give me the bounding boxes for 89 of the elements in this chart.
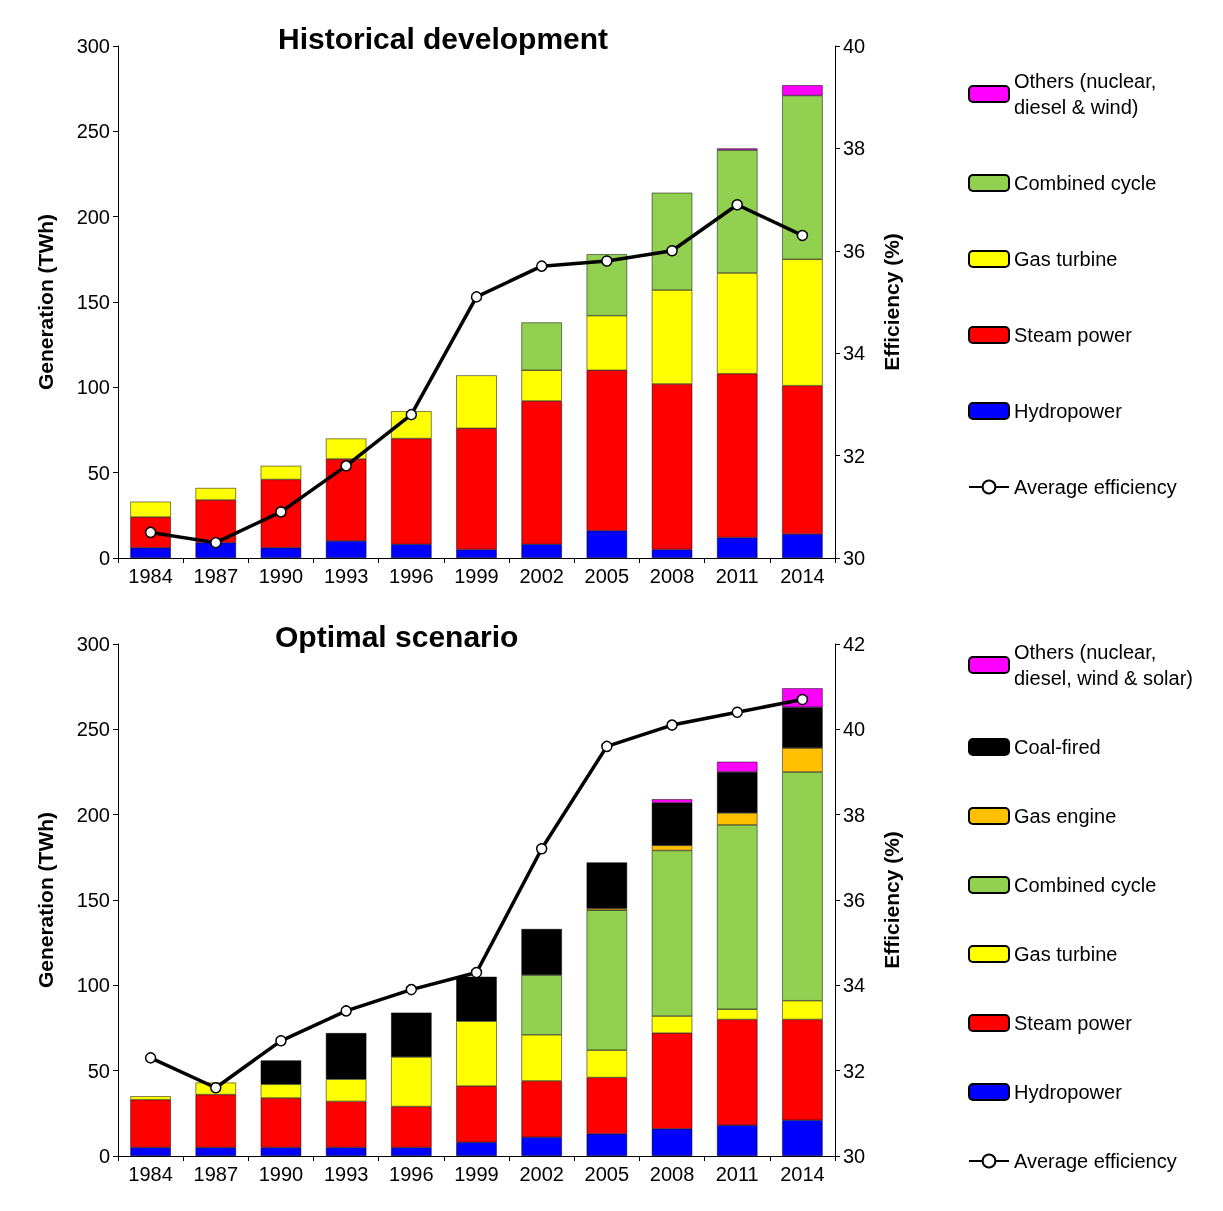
point xyxy=(731,198,743,211)
y-tick-label: 250 xyxy=(76,718,110,741)
y-tick-label: 100 xyxy=(76,376,110,399)
legend-label: Steam power xyxy=(1014,324,1133,346)
x-tick-label: 2014 xyxy=(780,565,825,587)
y-tick-label: 250 xyxy=(76,120,110,143)
y-tick-label: 200 xyxy=(76,205,110,228)
y2-tick-label: 34 xyxy=(843,974,866,997)
x-tick-label: 1993 xyxy=(323,565,369,587)
legend-label: Gas turbine xyxy=(1014,248,1118,270)
legend-label: Others (nuclear, diesel, wind & solar) xyxy=(1014,641,1193,689)
point xyxy=(275,506,287,518)
x-tick-label: 2005 xyxy=(584,1163,630,1185)
y2-tick-label: 36 xyxy=(843,239,866,262)
x-tick-label: 1987 xyxy=(193,1163,239,1185)
legend-label: Combined cycle xyxy=(1014,172,1157,194)
y2-tick-label: 38 xyxy=(843,137,866,160)
legend-label: Coal-fired xyxy=(1014,736,1101,758)
point xyxy=(144,1052,157,1064)
x-tick-label: 2011 xyxy=(715,1163,759,1185)
y-tick-label: 0 xyxy=(98,1145,110,1167)
y-axis-title: Generation (TWh) xyxy=(34,213,57,391)
y-tick-label: 100 xyxy=(76,974,110,997)
bar xyxy=(586,862,628,909)
legend-label: Combined cycle xyxy=(1014,874,1157,896)
point xyxy=(340,460,352,472)
x-tick-label: 1987 xyxy=(193,565,239,587)
point xyxy=(666,719,678,731)
point xyxy=(340,1005,352,1017)
y2-tick-label: 30 xyxy=(843,1145,866,1167)
y-tick-label: 50 xyxy=(87,461,110,484)
y2-tick-label: 34 xyxy=(843,342,866,365)
point xyxy=(275,1035,287,1047)
x-tick-label: 2002 xyxy=(519,1163,564,1185)
x-tick-label: 2011 xyxy=(715,565,759,587)
legend-label: Hydropower xyxy=(1014,400,1123,422)
legend-label: Average efficiency xyxy=(1014,1150,1177,1172)
point xyxy=(601,740,613,753)
legend-label: Average efficiency xyxy=(1014,476,1177,498)
x-tick-label: 1984 xyxy=(128,1163,173,1185)
chart-title: Optimal scenario xyxy=(275,619,519,653)
point xyxy=(731,706,743,719)
legend-label: Hydropower xyxy=(1014,1081,1123,1103)
point xyxy=(405,983,418,996)
y2-tick-label: 40 xyxy=(843,718,866,741)
y-tick-label: 300 xyxy=(76,633,110,655)
y-tick-label: 300 xyxy=(76,35,110,57)
x-tick-label: 1990 xyxy=(258,1163,304,1185)
point xyxy=(601,255,613,267)
y2-axis-title: Efficiency (%) xyxy=(880,233,903,371)
y2-tick-label: 40 xyxy=(843,35,866,57)
legend-label: Steam power xyxy=(1014,1012,1133,1034)
point xyxy=(796,229,809,242)
point xyxy=(535,260,548,272)
y2-tick-label: 32 xyxy=(843,444,866,467)
y2-tick-label: 30 xyxy=(843,547,866,569)
legend-label: Gas engine xyxy=(1014,805,1117,827)
x-tick-label: 2014 xyxy=(780,1163,825,1185)
x-tick-label: 1990 xyxy=(258,565,304,587)
legend-label: Gas turbine xyxy=(1014,943,1118,965)
x-tick-label: 1999 xyxy=(454,565,499,587)
y2-tick-label: 42 xyxy=(843,633,866,655)
point xyxy=(405,408,418,421)
point xyxy=(666,245,678,257)
y-tick-label: 50 xyxy=(87,1059,110,1082)
y-tick-label: 150 xyxy=(76,889,110,911)
x-tick-label: 1996 xyxy=(389,565,434,587)
legend-label: Others (nuclear, diesel & wind) xyxy=(1014,70,1162,118)
x-tick-label: 1993 xyxy=(323,1163,369,1185)
x-tick-label: 1984 xyxy=(128,565,173,587)
point xyxy=(210,536,222,549)
y2-tick-label: 36 xyxy=(843,889,866,911)
y-tick-label: 200 xyxy=(76,803,110,826)
x-tick-label: 2008 xyxy=(649,565,695,587)
chart-title: Historical development xyxy=(278,21,609,55)
y-axis-title: Generation (TWh) xyxy=(34,811,57,989)
x-tick-label: 2002 xyxy=(519,565,564,587)
x-tick-label: 1999 xyxy=(454,1163,499,1185)
x-tick-label: 2008 xyxy=(649,1163,695,1185)
x-tick-label: 2005 xyxy=(584,565,630,587)
y-tick-label: 150 xyxy=(76,291,110,313)
y-tick-label: 0 xyxy=(98,547,110,569)
point xyxy=(470,291,483,303)
point xyxy=(535,843,548,855)
y2-tick-label: 32 xyxy=(843,1059,866,1082)
y2-axis-title: Efficiency (%) xyxy=(880,831,903,969)
y2-tick-label: 38 xyxy=(843,803,866,826)
point xyxy=(210,1081,222,1094)
x-tick-label: 1996 xyxy=(389,1163,434,1185)
